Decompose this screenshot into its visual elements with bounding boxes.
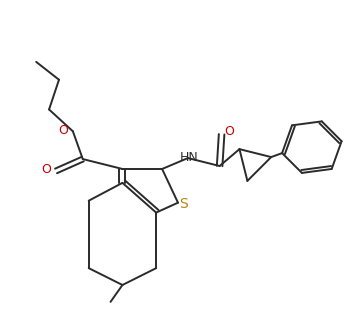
Text: HN: HN: [179, 151, 198, 164]
Text: S: S: [180, 197, 188, 211]
Text: O: O: [41, 164, 51, 176]
Text: O: O: [58, 124, 68, 137]
Text: O: O: [225, 125, 234, 138]
